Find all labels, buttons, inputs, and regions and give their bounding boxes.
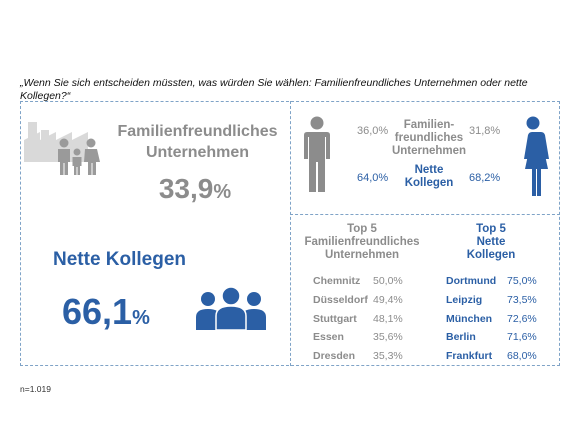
family-city: Dresden — [313, 350, 356, 363]
colleagues-value: 68,0% — [507, 350, 537, 363]
family-city: Düsseldorf — [313, 293, 368, 306]
nice-colleagues-percent: 66,1% — [62, 291, 150, 332]
colleagues-value: 72,6% — [507, 312, 537, 325]
family-value: 50,0% — [373, 275, 403, 287]
horizontal-divider — [290, 214, 560, 215]
gender-family-label: Familien- freundliches Unternehmen — [391, 119, 467, 157]
sample-size-footnote: n=1.019 — [20, 384, 51, 394]
colleagues-city: Dortmund — [446, 275, 497, 287]
family-friendly-percent: 33,9% — [158, 173, 232, 204]
nice-colleagues-label: Nette Kollegen — [53, 249, 187, 270]
colleagues-city: Leipzig — [446, 293, 483, 306]
family-city: Essen — [313, 331, 344, 344]
man-icon — [304, 116, 330, 192]
women-family-value: 31,8% — [469, 125, 501, 137]
vertical-divider — [290, 101, 291, 366]
survey-question: „Wenn Sie sich entscheiden müssten, was … — [20, 77, 528, 102]
men-family-value: 36,0% — [357, 125, 389, 137]
woman-icon — [524, 116, 549, 196]
family-value: 35,6% — [373, 331, 403, 344]
family-friendly-label: Familienfreundliches Unternehmen — [117, 123, 278, 161]
factory-family-icon — [24, 122, 100, 175]
family-city: Chemnitz — [313, 275, 361, 287]
men-colleagues-value: 64,0% — [357, 172, 389, 184]
family-city: Stuttgart — [313, 312, 357, 325]
family-value: 35,3% — [373, 350, 403, 363]
family-value: 49,4% — [373, 293, 403, 306]
colleagues-value: 75,0% — [507, 275, 537, 287]
gender-colleagues-label: Nette Kollegen — [404, 164, 454, 189]
colleagues-value: 71,6% — [507, 331, 537, 344]
colleagues-city: Frankfurt — [446, 350, 493, 363]
colleagues-city: Berlin — [446, 331, 476, 344]
top5-family-title: Top 5 Familienfreundliches Unternehmen — [304, 223, 420, 261]
top5-colleagues-title: Top 5 Nette Kollegen — [466, 223, 516, 261]
colleagues-value: 73,5% — [507, 293, 537, 306]
women-colleagues-value: 68,2% — [469, 172, 501, 184]
colleagues-group-icon — [196, 286, 266, 330]
family-value: 48,1% — [373, 312, 403, 325]
colleagues-city: München — [446, 312, 493, 325]
